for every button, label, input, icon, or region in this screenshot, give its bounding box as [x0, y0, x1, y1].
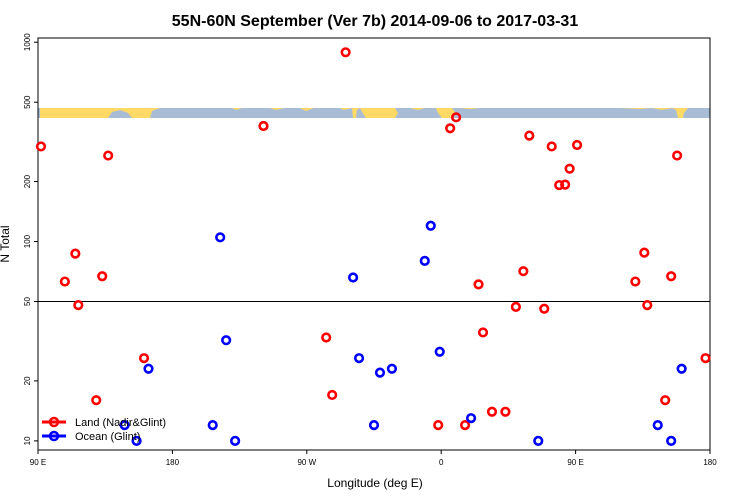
land-point	[459, 419, 471, 431]
land-point	[59, 276, 70, 287]
ocean-point	[119, 419, 130, 431]
land-point	[35, 141, 47, 152]
x-tick-label: 90 E	[30, 458, 46, 467]
legend-land-label: Land (Nadir&Glint)	[75, 417, 166, 429]
ocean-point	[465, 413, 477, 424]
ocean-point	[425, 220, 436, 231]
land-point	[510, 301, 521, 313]
map-land-band	[38, 108, 710, 118]
x-tick-label: 180	[166, 458, 180, 467]
ocean-point	[666, 435, 677, 446]
land-point	[500, 406, 511, 417]
land-point	[103, 150, 114, 161]
ocean-point	[386, 363, 398, 374]
legend-ocean-marker	[48, 430, 60, 442]
y-tick-label: 1000	[23, 33, 32, 51]
ocean-point	[131, 435, 142, 446]
x-tick-label: 0	[439, 458, 444, 467]
land-point	[138, 353, 150, 364]
land-point	[560, 179, 571, 190]
land-point	[258, 120, 269, 132]
x-tick-label: 90 W	[297, 458, 316, 467]
y-axis: 10 20 50 100 200 500 1000	[23, 33, 38, 445]
land-point	[546, 141, 557, 152]
map-ocean-shapes	[38, 108, 710, 118]
ocean-point	[419, 255, 430, 266]
land-point	[642, 299, 653, 311]
land-point	[571, 139, 583, 151]
ocean-point	[434, 346, 445, 357]
ocean-point	[207, 419, 218, 431]
land-point	[97, 271, 108, 282]
ocean-point	[143, 363, 154, 374]
land-point	[524, 130, 535, 141]
land-point	[70, 248, 81, 259]
ocean-point	[374, 367, 386, 378]
ocean-point	[676, 363, 687, 374]
land-point	[672, 150, 683, 161]
land-point	[630, 276, 641, 287]
y-tick-label: 20	[23, 376, 32, 385]
land-point	[660, 395, 671, 406]
ocean-point	[215, 232, 226, 243]
x-tick-label: 180	[703, 458, 717, 467]
y-tick-label: 500	[23, 95, 32, 109]
x-tick-label: 90 E	[567, 458, 583, 467]
ocean-point	[533, 435, 544, 446]
plot-area-frame	[37, 37, 711, 451]
ocean-point	[652, 419, 663, 431]
world-map-strip	[38, 108, 710, 118]
legend-land-marker	[48, 416, 60, 428]
land-point	[486, 406, 498, 417]
land-point	[433, 419, 444, 431]
land-point	[445, 123, 456, 134]
land-point	[91, 395, 102, 406]
land-point	[327, 389, 338, 401]
land-point	[518, 266, 529, 277]
ocean-point	[347, 272, 359, 283]
land-point	[554, 179, 565, 191]
land-point	[451, 112, 462, 123]
chart-title: 55N-60N September (Ver 7b) 2014-09-06 to…	[172, 13, 579, 30]
land-point	[539, 303, 550, 314]
land-point	[340, 47, 351, 58]
y-tick-label: 100	[23, 234, 32, 248]
ocean-point	[230, 435, 241, 446]
ocean-point	[221, 335, 232, 346]
x-axis-label: Longitude (deg E)	[327, 476, 422, 490]
y-tick-label: 200	[23, 174, 32, 188]
legend: Land (Nadir&Glint) Ocean (Glint)	[42, 416, 166, 443]
land-point	[477, 327, 489, 338]
y-axis-label: N Total	[0, 225, 12, 262]
y-tick-label: 50	[23, 297, 32, 306]
land-point	[473, 279, 484, 290]
ocean-point	[368, 419, 380, 431]
land-point	[564, 163, 575, 174]
x-axis: 90 E 180 90 W 0 90 E 180	[30, 450, 717, 467]
land-point	[321, 332, 332, 343]
data-points	[35, 47, 711, 446]
land-point	[700, 353, 711, 364]
land-point	[73, 299, 84, 311]
land-point	[666, 271, 677, 282]
y-tick-label: 10	[23, 436, 32, 445]
legend-ocean-label: Ocean (Glint)	[75, 431, 140, 443]
ocean-point	[353, 353, 365, 364]
land-point	[639, 247, 650, 258]
